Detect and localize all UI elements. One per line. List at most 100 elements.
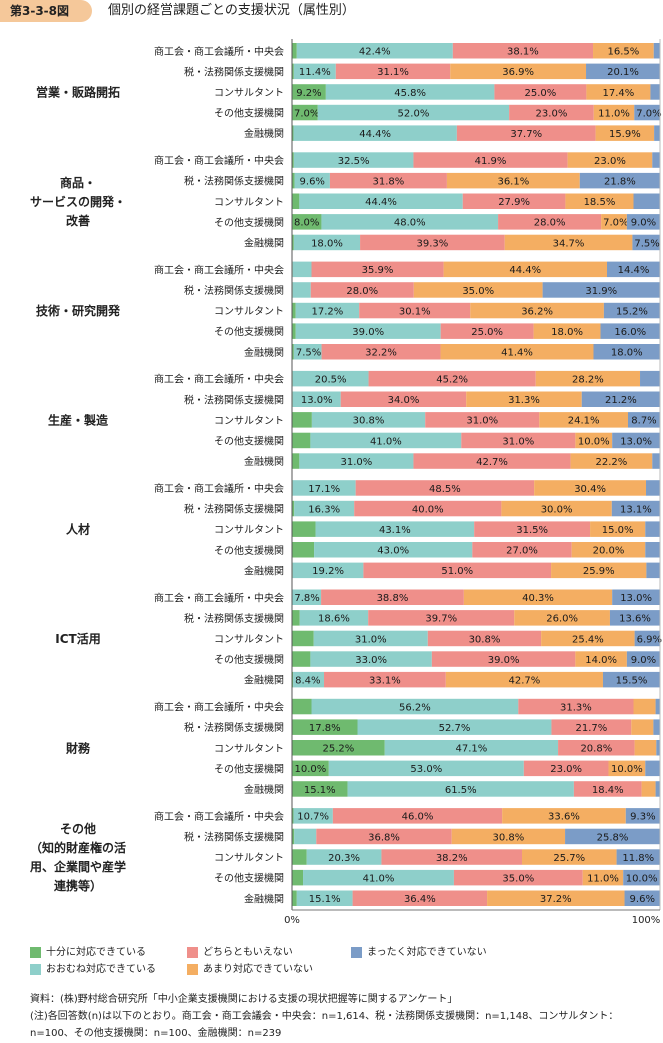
data-label: 40.0%	[412, 504, 444, 515]
category-label: その他支援機関	[214, 107, 284, 120]
data-label: 43.0%	[377, 546, 409, 557]
bar-segment	[292, 562, 364, 579]
data-label: 34.7%	[553, 238, 585, 249]
category-label: 金融機関	[244, 127, 284, 140]
category-label: その他支援機関	[214, 762, 284, 775]
category-label: その他支援機関	[214, 872, 284, 885]
data-label: 18.5%	[584, 197, 616, 208]
bar-segment	[295, 302, 360, 319]
bar-segment	[565, 828, 660, 845]
bar-segment	[324, 671, 446, 688]
bar-segment	[654, 125, 660, 141]
data-label: 8.0%	[294, 218, 319, 229]
bar-segment	[518, 698, 634, 715]
bar-segment	[612, 432, 660, 449]
bar-segment	[463, 589, 613, 605]
data-label: 36.8%	[368, 832, 400, 843]
data-label: 34.0%	[388, 395, 420, 406]
data-label: 52.7%	[439, 723, 471, 734]
data-label: 9.6%	[630, 894, 655, 905]
data-label: 28.0%	[346, 286, 378, 297]
data-label: 21.8%	[604, 176, 636, 187]
bar-segment	[593, 104, 635, 121]
bar-segment	[299, 610, 369, 626]
data-label: 36.2%	[521, 306, 553, 317]
bar-segment	[292, 302, 296, 319]
data-label: 27.9%	[498, 197, 530, 208]
bar-segment	[600, 323, 660, 339]
data-label: 6.9%	[637, 634, 662, 645]
bar-segment	[446, 172, 580, 189]
bar-segment	[292, 43, 297, 59]
bar-segment	[295, 323, 441, 339]
data-label: 16.3%	[308, 504, 340, 515]
bar-segment	[332, 808, 503, 824]
bar-segment	[539, 412, 628, 428]
data-label: 23.0%	[536, 108, 568, 119]
data-label: 18.0%	[611, 348, 643, 359]
bar-segment	[571, 542, 646, 558]
bar-segment	[502, 808, 626, 824]
data-label: 35.0%	[502, 873, 534, 884]
bar-segment	[625, 808, 660, 824]
bar-segment	[450, 63, 587, 80]
group-label: 人材	[66, 522, 90, 537]
data-label: 18.6%	[318, 614, 350, 625]
bar-segment	[292, 125, 294, 141]
data-label: 40.3%	[522, 593, 554, 604]
bar-segment	[413, 453, 571, 469]
data-label: 26.0%	[546, 614, 578, 625]
bar-segment	[294, 172, 330, 189]
bar-segment	[655, 698, 660, 715]
bar-segment	[329, 172, 447, 189]
data-label: 15.1%	[304, 785, 336, 796]
bar-segment	[293, 344, 322, 360]
data-label: 15.0%	[602, 525, 634, 536]
data-label: 9.0%	[631, 218, 656, 229]
bar-segment	[293, 808, 333, 824]
bar-segment	[321, 344, 441, 360]
group-label: 連携等）	[54, 878, 102, 893]
legend-label-not-much: あまり対応できていない	[203, 964, 313, 975]
bar-segment	[310, 651, 432, 667]
legend-label-fully: 十分に対応できている	[46, 947, 146, 958]
bar-segment	[453, 869, 583, 886]
data-label: 13.0%	[620, 593, 652, 604]
data-label: 25.0%	[525, 88, 557, 99]
bar-segment	[292, 344, 294, 360]
bar-segment	[368, 610, 515, 626]
data-label: 32.2%	[365, 348, 397, 359]
bar-segment	[575, 432, 613, 449]
bar-segment	[315, 521, 475, 537]
data-label: 33.1%	[369, 675, 401, 686]
data-label: 9.3%	[630, 812, 655, 823]
bar-segment	[633, 698, 656, 715]
figure-title: 個別の経営課題ごとの支援状況（属性別）	[108, 3, 355, 18]
category-label: 税・法務関係支援機関	[184, 284, 284, 297]
bar-segment	[581, 391, 660, 407]
data-label: 11.8%	[622, 853, 654, 864]
bar-segment	[634, 740, 657, 756]
data-label: 32.5%	[338, 156, 370, 167]
data-label: 15.1%	[309, 894, 341, 905]
bar-segment	[313, 630, 428, 647]
data-label: 44.4%	[509, 265, 541, 276]
group-label: 技術・研究開発	[36, 303, 121, 318]
bar-segment	[474, 521, 591, 537]
category-label: 商工会・商工会議所・中央会	[154, 591, 284, 604]
data-label: 18.4%	[592, 785, 624, 796]
data-label: 48.5%	[429, 484, 461, 495]
bar-segment	[352, 890, 488, 906]
legend-swatch-fully	[30, 947, 41, 958]
data-label: 10.0%	[578, 436, 610, 447]
bar-segment	[321, 214, 499, 230]
bar-segment	[292, 610, 300, 626]
data-label: 20.1%	[607, 67, 639, 78]
group-label: その他	[60, 821, 96, 836]
bar-segment	[640, 370, 660, 387]
data-label: 30.1%	[399, 306, 431, 317]
bar-segment	[652, 453, 660, 469]
data-label: 20.8%	[580, 744, 612, 755]
figure-header: 第3-3-8図 個別の経営課題ごとの支援状況（属性別）	[0, 0, 663, 26]
data-label: 7.5%	[296, 348, 321, 359]
